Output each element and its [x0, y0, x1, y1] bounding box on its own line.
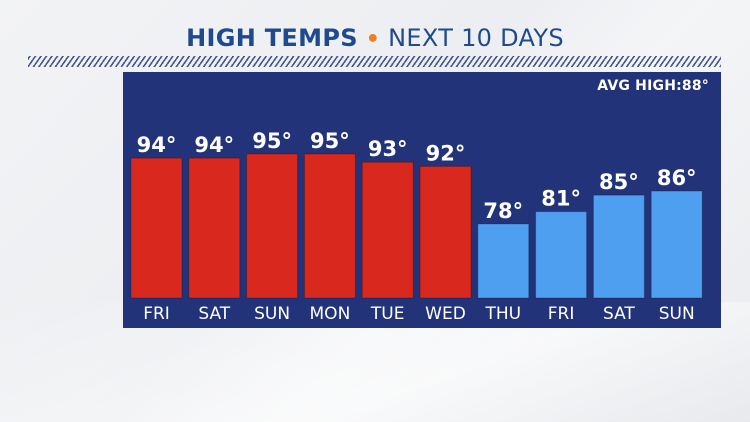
day-label-10: SUN: [659, 304, 695, 324]
bar-chart: 94° FRI 94° SAT 95° SUN 95° MON 93° TUE 92° WED 78° T…: [130, 129, 703, 324]
title-main: HIGH TEMPS: [186, 24, 358, 52]
day-label-2: SAT: [198, 304, 230, 324]
day-label-8: FRI: [548, 304, 575, 324]
value-label-8: 81°: [541, 187, 581, 211]
value-label-7: 78°: [483, 199, 523, 223]
bar-9: [592, 194, 645, 299]
avg-high-annotation: AVG HIGH:88°: [597, 78, 709, 94]
bar-3: [246, 153, 299, 299]
bar-6: [419, 165, 472, 299]
decorative-stripe: [28, 56, 721, 67]
page-title: HIGH TEMPS • NEXT 10 DAYS: [0, 22, 750, 56]
bar-7: [477, 223, 530, 299]
value-label-1: 94°: [137, 133, 177, 157]
title-separator-dot: •: [365, 27, 381, 52]
bar-2: [188, 157, 241, 299]
bar-8: [535, 211, 588, 299]
day-label-7: THU: [484, 304, 521, 324]
day-label-1: FRI: [143, 304, 170, 324]
value-label-2: 94°: [194, 133, 234, 157]
value-label-10: 86°: [657, 166, 697, 190]
day-label-6: WED: [425, 304, 466, 324]
bar-10: [650, 190, 703, 299]
value-label-3: 95°: [252, 129, 292, 153]
title-sub: NEXT 10 DAYS: [388, 24, 564, 52]
bar-1: [130, 157, 183, 299]
day-label-3: SUN: [254, 304, 290, 324]
value-label-9: 85°: [599, 170, 639, 194]
value-label-6: 92°: [426, 141, 466, 165]
day-label-4: MON: [310, 304, 351, 324]
chart-panel: AVG HIGH:88° 94° FRI 94° SAT 95° SUN 95° MON 93°…: [123, 72, 721, 328]
day-label-5: TUE: [370, 304, 405, 324]
bar-5: [361, 161, 414, 299]
value-label-5: 93°: [368, 137, 408, 161]
day-label-9: SAT: [603, 304, 635, 324]
value-label-4: 95°: [310, 129, 350, 153]
bar-4: [303, 153, 356, 299]
